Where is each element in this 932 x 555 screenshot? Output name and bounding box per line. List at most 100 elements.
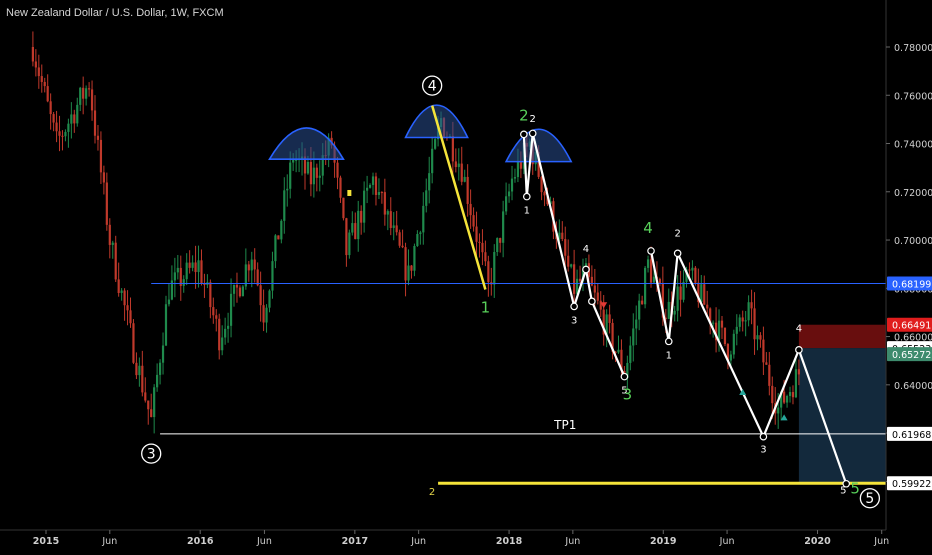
candle — [626, 355, 629, 389]
candle-body — [549, 201, 552, 205]
candle — [108, 218, 111, 259]
candle-body — [232, 284, 236, 294]
candle-body — [386, 211, 389, 215]
candle-body — [235, 284, 239, 288]
candle — [105, 172, 108, 231]
candle — [271, 251, 274, 299]
candle-body — [114, 242, 117, 280]
candle — [247, 261, 250, 282]
time-tick-label: 2019 — [650, 536, 676, 547]
candle-body — [99, 139, 103, 173]
candle-body — [785, 395, 789, 403]
candle — [150, 393, 153, 418]
candle — [366, 175, 369, 204]
candle — [691, 260, 694, 280]
candle-body — [561, 232, 564, 240]
candle-body — [605, 314, 608, 335]
candle — [34, 49, 37, 77]
candle-body — [135, 362, 138, 376]
candle-body — [52, 114, 55, 123]
candle — [286, 174, 289, 207]
white-1-point — [528, 129, 537, 138]
candle — [49, 93, 52, 130]
candle-body — [321, 155, 324, 176]
candle — [635, 305, 638, 346]
candle-body — [295, 159, 298, 161]
candle — [102, 165, 105, 195]
candle-body — [129, 310, 132, 324]
candle — [422, 192, 425, 245]
candle — [457, 148, 460, 181]
candle-body — [215, 315, 218, 319]
candle-body — [706, 304, 709, 309]
signal-up-marker — [739, 389, 747, 396]
candle-body — [238, 287, 242, 297]
candle-body — [224, 328, 227, 338]
candle-body — [472, 215, 475, 227]
signal-up-marker — [780, 414, 788, 421]
candle-body — [90, 89, 94, 111]
candle-body — [241, 286, 244, 297]
candle — [37, 54, 40, 89]
candle-body — [502, 211, 505, 243]
candle-body — [366, 187, 369, 191]
candle-body — [416, 234, 419, 246]
candle-body — [578, 278, 582, 282]
candle-body — [197, 260, 200, 273]
candle-body — [303, 156, 307, 174]
candle-body — [312, 167, 315, 185]
candle — [744, 310, 747, 337]
candle — [380, 191, 383, 204]
candle-body — [392, 225, 395, 228]
candle-body — [306, 161, 310, 174]
candle — [156, 363, 159, 392]
candle — [377, 178, 381, 200]
candle-body — [150, 409, 153, 418]
candle — [540, 176, 543, 201]
candle-body — [117, 279, 120, 293]
candle — [126, 290, 129, 326]
candle — [507, 183, 511, 203]
candle-body — [712, 322, 715, 324]
wave-label-circle — [422, 75, 443, 96]
wave-label-circle — [859, 488, 881, 509]
candle-body — [348, 232, 351, 256]
candle — [232, 284, 236, 307]
candle-body — [564, 239, 567, 256]
candle — [493, 244, 496, 298]
price-label-text: 0.59922 — [892, 479, 931, 490]
candle — [363, 181, 366, 233]
candle-body — [218, 318, 221, 351]
candle — [590, 265, 593, 287]
candle — [265, 304, 268, 333]
candle — [703, 275, 706, 305]
candle-body — [79, 87, 82, 105]
candle — [235, 272, 239, 303]
candle — [93, 95, 97, 144]
price-tick-label: 0.70000 — [894, 236, 932, 247]
candle — [123, 288, 126, 321]
candle-body — [123, 290, 126, 306]
candle — [499, 237, 502, 253]
candle-body — [602, 309, 605, 335]
price-label-box — [887, 317, 932, 332]
candle-body — [753, 308, 756, 340]
candle — [466, 164, 469, 217]
candle-body — [336, 162, 339, 178]
candle-body — [401, 245, 404, 248]
time-tick-label: 2016 — [187, 536, 214, 547]
candle — [596, 282, 599, 305]
candle — [605, 309, 608, 348]
candle — [351, 211, 354, 236]
candle-body — [709, 308, 712, 324]
price-label-box — [887, 476, 932, 491]
candle — [706, 290, 709, 316]
candle-body — [82, 87, 85, 99]
candle — [632, 313, 635, 362]
price-label-text: 0.65272 — [892, 350, 931, 361]
candle-body — [203, 283, 206, 285]
flag-marker — [347, 189, 352, 196]
candle-body — [685, 269, 688, 282]
